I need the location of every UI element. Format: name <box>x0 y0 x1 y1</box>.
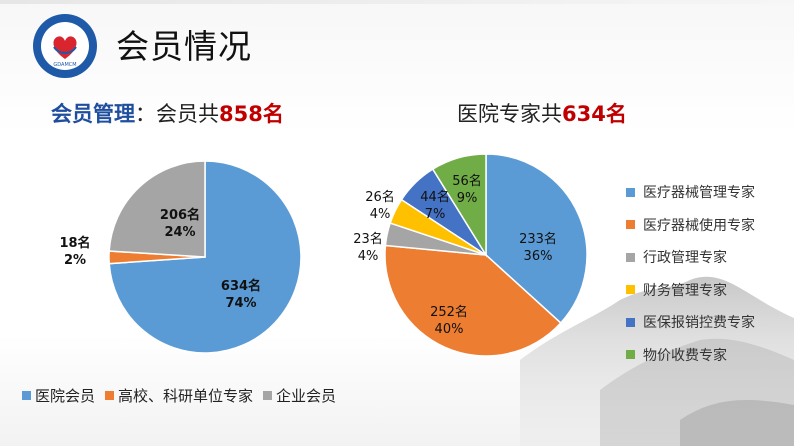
expert-heading: 医院专家共634名 <box>457 98 627 128</box>
pie1-pct-label-2: 2% <box>64 253 86 268</box>
legend-label: 企业会员 <box>276 387 337 405</box>
expert-heading-prefix: 医院专家共 <box>457 102 562 126</box>
pie2-slice-6 <box>431 153 487 258</box>
member-heading-count: 858名 <box>219 102 284 126</box>
legend-swatch <box>626 350 635 360</box>
member-heading-colon: ： <box>135 102 156 126</box>
pie2-count-label-3: 23名 <box>353 231 383 247</box>
legend-label: 行政管理专家 <box>643 250 727 267</box>
pie2-pct-label-1: 36% <box>524 249 553 264</box>
legend-label: 医疗器械管理专家 <box>643 185 755 202</box>
pie1-slice-3 <box>108 160 206 258</box>
legend-item-device-usage: 医疗器械使用专家 <box>626 209 755 242</box>
legend-swatch <box>22 391 31 400</box>
pie2-pct-label-2: 40% <box>435 322 464 337</box>
legend-item-university-experts: 高校、科研单位专家 <box>105 385 253 406</box>
pie2-pct-label-3: 4% <box>358 249 379 264</box>
legend-swatch <box>626 317 635 327</box>
page-title: 会员情况 <box>116 27 252 66</box>
legend-swatch <box>626 187 635 197</box>
pie2-pct-label-5: 7% <box>425 207 446 222</box>
top-accent-bar <box>0 0 794 4</box>
society-logo: GDAMCM <box>33 14 97 78</box>
pie2-slice-1 <box>485 153 588 325</box>
pie2-count-label-4: 26名 <box>365 189 395 205</box>
pie1-pct-label-1: 74% <box>225 296 256 311</box>
pie2-count-label-2: 252名 <box>430 304 468 320</box>
pie1-pct-label-3: 24% <box>164 225 195 240</box>
pie2-pct-label-4: 4% <box>370 207 391 222</box>
legend-item-pricing: 物价收费专家 <box>626 339 755 372</box>
expert-heading-count: 634名 <box>562 102 627 126</box>
legend-item-enterprise-members: 企业会员 <box>263 385 336 406</box>
legend-swatch <box>626 220 635 230</box>
member-legend: 医院会员 高校、科研单位专家 企业会员 <box>22 385 336 406</box>
legend-label: 医保报销控费专家 <box>643 315 755 332</box>
legend-label: 财务管理专家 <box>643 282 727 299</box>
pie2-pct-label-6: 9% <box>457 191 478 206</box>
legend-label: 物价收费专家 <box>643 347 727 364</box>
legend-item-insurance-cost-control: 医保报销控费专家 <box>626 306 755 339</box>
legend-item-device-management: 医疗器械管理专家 <box>626 176 755 209</box>
legend-swatch <box>105 391 115 400</box>
member-heading: 会员管理：会员共858名 <box>51 98 284 128</box>
expert-legend: 医疗器械管理专家 医疗器械使用专家 行政管理专家 财务管理专家 医保报销控费专家… <box>626 176 755 371</box>
pie2-count-label-1: 233名 <box>519 231 557 247</box>
legend-swatch <box>626 285 635 295</box>
legend-label: 高校、科研单位专家 <box>118 387 254 405</box>
member-heading-keyword: 会员管理 <box>51 102 135 126</box>
legend-swatch <box>626 252 635 262</box>
member-heading-prefix: 会员共 <box>156 102 219 126</box>
pie1-count-label-2: 18名 <box>59 235 90 251</box>
legend-item-administration: 行政管理专家 <box>626 241 755 274</box>
pie2-slice-2 <box>384 244 562 357</box>
legend-label: 医院会员 <box>35 387 96 405</box>
logo-abbr: GDAMCM <box>53 62 76 68</box>
pie2-count-label-5: 44名 <box>420 189 450 205</box>
legend-label: 医疗器械使用专家 <box>643 217 755 234</box>
pie1-count-label-1: 634名 <box>221 278 261 294</box>
pie1-count-label-3: 206名 <box>160 207 200 223</box>
legend-item-hospital-members: 医院会员 <box>22 385 95 406</box>
legend-item-finance: 财务管理专家 <box>626 274 755 307</box>
pie2-count-label-6: 56名 <box>452 173 482 189</box>
legend-swatch <box>263 391 273 400</box>
